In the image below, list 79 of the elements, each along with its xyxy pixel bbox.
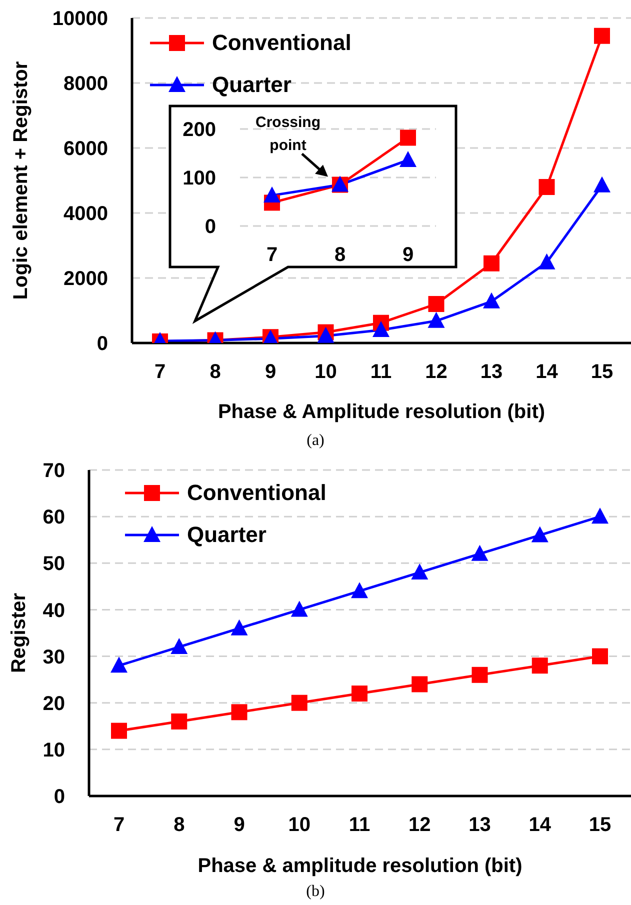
y-tick-label: 0: [54, 786, 65, 808]
point: [594, 28, 610, 44]
legend-label: Quarter: [187, 522, 266, 548]
x-tick-label: 14: [528, 814, 552, 836]
x-tick-label: 9: [402, 244, 414, 266]
y-tick-label: 10000: [52, 8, 108, 30]
point: [592, 508, 608, 524]
point: [291, 694, 308, 711]
point: [110, 656, 128, 673]
point: [594, 176, 610, 192]
point: [171, 713, 188, 730]
x-tick-label: 11: [348, 814, 370, 836]
x-tick-label: 14: [536, 361, 559, 384]
point: [531, 526, 548, 542]
x-tick-label: 15: [590, 361, 614, 384]
point: [484, 255, 500, 272]
annotation: Crossing point: [255, 113, 321, 154]
point: [538, 253, 556, 270]
point: [372, 321, 390, 337]
point: [471, 544, 488, 561]
point: [351, 582, 368, 598]
y-tick-label: 200: [182, 119, 216, 142]
point: [400, 130, 416, 146]
point: [412, 676, 428, 692]
point: [170, 638, 188, 654]
text: (b): [305, 883, 326, 901]
point: [290, 600, 308, 617]
x-tick-label: 11: [370, 361, 392, 384]
x-tick-label: 9: [234, 814, 245, 836]
y-tick-label: 6000: [64, 138, 108, 160]
legend-label: Conventional: [212, 30, 352, 56]
point: [428, 312, 445, 328]
point: [352, 686, 368, 702]
x-tick-label: 10: [288, 814, 310, 836]
x-tick-label: 10: [314, 361, 337, 384]
x-axis-title: Phase & amplitude resolution (bit): [198, 855, 522, 877]
y-axis-title: Register: [8, 592, 30, 674]
x-tick-label: 12: [408, 814, 431, 836]
x-tick-label: 8: [210, 361, 221, 384]
y-tick-label: 30: [42, 646, 65, 668]
point: [230, 619, 248, 636]
y-tick-label: 4000: [64, 203, 108, 226]
point: [400, 151, 416, 168]
legend-label: Quarter: [212, 72, 292, 98]
y-tick-label: 20: [42, 692, 65, 715]
point: [111, 722, 127, 739]
point: [538, 179, 555, 195]
y-tick-label: 0: [204, 216, 216, 238]
legend-label: Conventional: [187, 480, 326, 506]
point: [264, 186, 280, 202]
x-tick-label: 15: [588, 814, 612, 836]
x-tick-label: 9: [264, 361, 276, 384]
x-tick-label: 7: [266, 244, 278, 266]
y-tick-label: 8000: [64, 73, 108, 96]
x-tick-label: 8: [174, 814, 185, 836]
y-tick-label: 0: [96, 333, 108, 356]
point: [592, 648, 608, 664]
x-axis-title: Phase & Amplitude resolution (bit): [218, 401, 546, 423]
point: [532, 658, 548, 674]
point: [483, 292, 500, 308]
point: [231, 704, 248, 720]
x-tick-label: 12: [425, 361, 448, 384]
x-tick-label: 13: [468, 814, 491, 836]
y-tick-label: 60: [42, 506, 65, 529]
y-tick-label: 50: [42, 553, 65, 576]
x-tick-label: 13: [480, 361, 503, 384]
y-tick-label: 40: [42, 600, 65, 622]
text: (a): [306, 432, 326, 450]
y-axis-title: Logic element + Registor: [10, 61, 32, 300]
x-tick-label: 7: [113, 814, 125, 836]
point: [411, 563, 428, 580]
point: [428, 296, 444, 312]
point: [472, 666, 488, 683]
y-tick-label: 2000: [64, 268, 108, 290]
y-tick-label: 10: [42, 740, 65, 762]
x-tick-label: 7: [154, 361, 166, 384]
y-tick-label: 100: [182, 168, 216, 190]
y-tick-label: 70: [42, 460, 65, 482]
x-tick-label: 8: [334, 244, 346, 266]
